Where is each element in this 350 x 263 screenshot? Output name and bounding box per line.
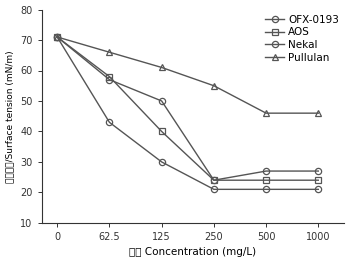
- OFX-0193: [107, 121, 112, 124]
- OFX-0193: [160, 160, 164, 164]
- Pullulan: [316, 112, 321, 115]
- Nekal: [107, 78, 112, 81]
- Pullulan: [212, 84, 216, 87]
- Line: AOS: AOS: [54, 34, 321, 183]
- Nekal: [264, 169, 268, 173]
- Line: OFX-0193: OFX-0193: [54, 34, 321, 193]
- Nekal: [212, 179, 216, 182]
- AOS: [316, 179, 321, 182]
- Line: Pullulan: Pullulan: [54, 34, 321, 116]
- AOS: [264, 179, 268, 182]
- X-axis label: 浓度 Concentration (mg/L): 浓度 Concentration (mg/L): [130, 247, 257, 257]
- Pullulan: [55, 36, 59, 39]
- Pullulan: [264, 112, 268, 115]
- AOS: [107, 75, 112, 78]
- OFX-0193: [55, 36, 59, 39]
- Pullulan: [160, 66, 164, 69]
- Nekal: [55, 36, 59, 39]
- OFX-0193: [264, 188, 268, 191]
- AOS: [212, 179, 216, 182]
- Nekal: [160, 99, 164, 103]
- Nekal: [316, 169, 321, 173]
- Line: Nekal: Nekal: [54, 34, 321, 183]
- Y-axis label: 表面张力/Surface tension (mN/m): 表面张力/Surface tension (mN/m): [6, 50, 15, 183]
- AOS: [160, 130, 164, 133]
- Legend: OFX-0193, AOS, Nekal, Pullulan: OFX-0193, AOS, Nekal, Pullulan: [263, 13, 341, 65]
- Pullulan: [107, 51, 112, 54]
- OFX-0193: [212, 188, 216, 191]
- OFX-0193: [316, 188, 321, 191]
- AOS: [55, 36, 59, 39]
